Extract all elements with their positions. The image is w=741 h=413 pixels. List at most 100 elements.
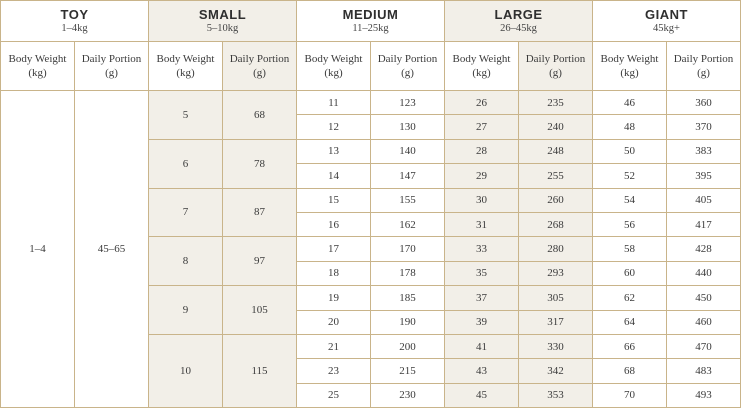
giant-portion-cell: 360 [665, 89, 741, 116]
giant-weight-cell: 50 [592, 138, 667, 165]
giant-portion-cell: 493 [665, 382, 741, 409]
medium-portion-cell: 147 [370, 163, 445, 189]
group-name: LARGE [494, 7, 543, 22]
group-range: 11–25kg [352, 23, 389, 34]
toy-weight-cell: 1–4 [0, 89, 75, 409]
small-weight-cell: 9 [148, 285, 223, 335]
col-header-line: Body Weight [156, 53, 215, 65]
table-row: 18 178 35 293 60 440 [1, 260, 741, 287]
small-weight-cell: 7 [148, 187, 223, 238]
medium-weight-cell: 19 [296, 285, 371, 311]
medium-weight-cell: 21 [296, 333, 371, 360]
giant-weight-cell: 46 [592, 89, 667, 116]
large-portion-cell: 268 [518, 211, 593, 238]
large-weight-cell: 29 [444, 163, 519, 189]
table-row: 1–4 45–65 5 68 11 123 26 235 46 360 [0, 89, 741, 409]
group-range: 45kg+ [653, 23, 680, 34]
small-portion-cell: 68 [222, 90, 297, 140]
large-portion-cell: 240 [518, 114, 593, 140]
col-header-daily-portion: Daily Portion (g) [74, 41, 149, 91]
medium-portion-cell: 215 [370, 358, 445, 384]
group-name: SMALL [198, 7, 247, 22]
medium-weight-cell: 20 [296, 309, 371, 335]
group-header-small: SMALL 5–10kg [148, 0, 297, 42]
table-row: 20 190 39 317 64 460 [1, 309, 741, 335]
table-row: 8 97 17 170 33 280 58 428 [1, 236, 741, 287]
large-portion-cell: 305 [518, 285, 593, 311]
large-weight-cell: 43 [444, 358, 519, 384]
giant-portion-cell: 417 [665, 211, 741, 238]
group-header-large: LARGE 26–45kg [444, 0, 593, 42]
medium-portion-cell: 185 [370, 285, 445, 311]
col-header-unit: (kg) [324, 67, 343, 79]
table-row: 25 230 45 353 70 493 [1, 382, 741, 409]
giant-weight-cell: 62 [592, 285, 667, 311]
table-row: 23 215 43 342 68 483 [1, 358, 741, 384]
col-header-line: Daily Portion [81, 53, 142, 65]
large-weight-cell: 45 [444, 382, 519, 409]
col-header-unit: (g) [549, 67, 562, 79]
large-portion-cell: 235 [518, 89, 593, 116]
large-weight-cell: 26 [444, 89, 519, 116]
small-weight-cell: 10 [148, 333, 223, 409]
medium-weight-cell: 18 [296, 260, 371, 287]
table-row: 6 78 13 140 28 248 50 383 [1, 138, 741, 189]
large-weight-cell: 37 [444, 285, 519, 311]
giant-weight-cell: 70 [592, 382, 667, 409]
large-weight-cell: 41 [444, 333, 519, 360]
giant-portion-cell: 395 [665, 163, 741, 189]
col-header-body-weight: Body Weight (kg) [0, 41, 75, 91]
group-range: 5–10kg [206, 23, 239, 34]
large-portion-cell: 255 [518, 163, 593, 189]
medium-weight-cell: 17 [296, 236, 371, 262]
giant-weight-cell: 64 [592, 309, 667, 335]
medium-portion-cell: 155 [370, 187, 445, 213]
medium-weight-cell: 16 [296, 211, 371, 238]
col-header-daily-portion: Daily Portion (g) [370, 41, 445, 91]
large-weight-cell: 27 [444, 114, 519, 140]
col-header-line: Body Weight [452, 53, 511, 65]
medium-portion-cell: 200 [370, 333, 445, 360]
large-portion-cell: 293 [518, 260, 593, 287]
group-header-giant: GIANT 45kg+ [591, 0, 741, 42]
col-header-daily-portion: Daily Portion (g) [518, 41, 593, 91]
table-row: 7 87 15 155 30 260 54 405 [1, 187, 741, 238]
giant-portion-cell: 383 [665, 138, 741, 165]
table-row: 12 130 27 240 48 370 [1, 114, 741, 140]
medium-portion-cell: 190 [370, 309, 445, 335]
small-portion-cell: 105 [222, 285, 297, 335]
medium-weight-cell: 23 [296, 358, 371, 384]
small-portion-cell: 97 [222, 236, 297, 287]
toy-portion-cell: 45–65 [74, 89, 149, 409]
large-weight-cell: 35 [444, 260, 519, 287]
medium-portion-cell: 130 [370, 114, 445, 140]
group-header-medium: MEDIUM 11–25kg [296, 0, 445, 42]
col-header-unit: (g) [253, 67, 266, 79]
large-weight-cell: 31 [444, 211, 519, 238]
giant-weight-cell: 54 [592, 187, 667, 213]
group-header-row: TOY 1–4kg SMALL 5–10kg MEDIUM 11–25kg LA… [0, 0, 741, 42]
medium-weight-cell: 13 [296, 138, 371, 165]
column-header-row: Body Weight (kg) Daily Portion (g) Body We… [0, 41, 741, 91]
small-weight-cell: 5 [148, 90, 223, 140]
col-header-line: Daily Portion [525, 53, 586, 65]
giant-weight-cell: 52 [592, 163, 667, 189]
large-portion-cell: 248 [518, 138, 593, 165]
medium-weight-cell: 15 [296, 187, 371, 213]
giant-portion-cell: 428 [665, 236, 741, 262]
group-range: 26–45kg [500, 23, 537, 34]
giant-weight-cell: 48 [592, 114, 667, 140]
medium-portion-cell: 162 [370, 211, 445, 238]
col-header-unit: (kg) [176, 67, 195, 79]
medium-portion-cell: 123 [370, 89, 445, 116]
group-name: MEDIUM [342, 7, 399, 22]
large-weight-cell: 39 [444, 309, 519, 335]
large-weight-cell: 33 [444, 236, 519, 262]
col-header-unit: (kg) [28, 67, 47, 79]
giant-weight-cell: 60 [592, 260, 667, 287]
col-header-unit: (kg) [620, 67, 639, 79]
giant-portion-cell: 370 [665, 114, 741, 140]
large-portion-cell: 330 [518, 333, 593, 360]
col-header-unit: (g) [697, 67, 710, 79]
medium-weight-cell: 11 [296, 89, 371, 116]
